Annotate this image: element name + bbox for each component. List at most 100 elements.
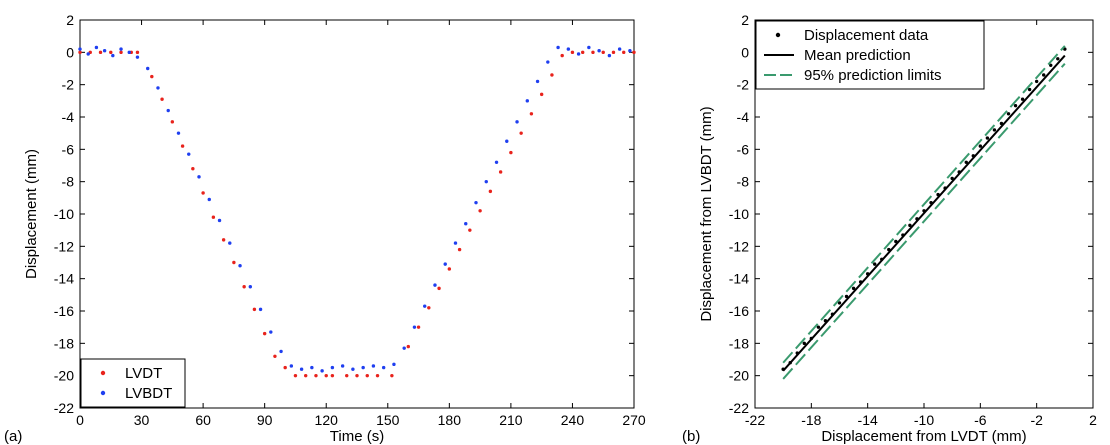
data-point [351,367,355,371]
data-point [519,131,523,135]
y-tick-label: -6 [737,141,750,157]
data-point [156,86,160,90]
x-tick-label: 180 [438,412,462,428]
data-point [166,108,170,113]
data-point [390,373,394,378]
data-point [457,247,462,252]
data-point [232,260,236,265]
x-tick-label: -2 [1030,412,1043,428]
data-point [293,373,298,378]
data-point [258,307,263,312]
data-point [191,167,195,171]
data-point [1034,79,1039,84]
upper-prediction-limit-line [782,45,1066,364]
data-point [304,373,308,378]
data-point [119,47,123,51]
legend-marker [100,370,106,376]
data-point [632,50,636,55]
y-tick-label: 0 [741,44,749,60]
y-tick-label: -6 [62,141,75,157]
data-point [252,307,257,312]
data-point [361,365,365,370]
y-tick-label: -16 [54,303,74,319]
data-point [1042,73,1046,77]
x-tick-label: 120 [315,412,339,428]
y-tick-label: -20 [54,368,74,384]
data-point [1020,97,1025,101]
x-axis-label: Displacement from LVDT (mm) [821,428,1026,445]
data-point [102,49,107,53]
legend: Displacement data Mean prediction 95% pred… [755,20,985,90]
data-point [119,50,123,55]
data-point [221,238,226,242]
data-point [617,47,622,51]
y-tick-label: -14 [54,271,74,287]
y-tick-label: -18 [54,335,74,351]
data-point [187,152,191,156]
data-point [1006,112,1011,116]
data-point [375,373,380,378]
data-point [299,367,304,371]
data-point [433,283,437,287]
y-tick-label: -18 [729,335,749,351]
data-point [591,50,595,55]
data-point [371,364,376,368]
chart-panel-a: 0 30 60 90 120 150 180 210 240 270 2 0 -2 -4 -6 -8 -10 -1… [4,12,646,445]
y-tick-label: -22 [729,400,749,416]
x-axis-label: Time (s) [330,428,384,445]
data-point [478,209,482,213]
legend-entry: Displacement data [804,27,929,44]
data-point [908,223,912,228]
data-point [985,136,990,140]
data-point [381,365,386,370]
data-point [515,120,519,124]
data-point [802,341,806,346]
data-point [211,215,216,219]
data-point [127,50,131,55]
data-point [345,373,349,378]
y-tick-label: -10 [54,206,74,222]
data-point [78,47,82,51]
data-point [566,47,571,51]
data-point [86,52,90,56]
data-point [1056,57,1060,61]
legend-entry: LVDT [125,365,162,382]
data-point [238,264,242,268]
data-point [146,66,150,71]
data-point [498,170,503,174]
data-point [529,112,534,116]
data-point [474,200,478,205]
data-point [550,73,554,77]
y-tick-label: -4 [737,109,750,125]
data-point [109,50,113,55]
data-point [488,189,493,194]
data-point [279,349,283,354]
x-tick-label: 90 [257,412,273,428]
data-point [816,325,821,329]
data-point [576,52,581,56]
x-tick-label: 270 [622,412,646,428]
data-point [365,373,369,378]
data-point [197,175,201,179]
plot-frame [79,19,635,409]
data-point [392,362,396,367]
data-point [423,304,427,308]
data-point [98,50,103,55]
x-tick-label: -22 [745,412,765,428]
x-tick-label: 0 [76,412,84,428]
data-point [150,74,154,79]
y-tick-label: -14 [729,271,749,287]
data-point [437,286,441,291]
data-point [135,50,140,55]
data-point [964,160,968,164]
data-point [505,139,509,143]
legend-entry: LVBDT [125,385,172,402]
data-point [242,285,246,289]
x-tick-label: 30 [134,412,150,428]
data-point [416,325,421,329]
x-tick-label: 240 [561,412,585,428]
legend-entry: Mean prediction [804,47,911,64]
data-point [228,241,232,245]
